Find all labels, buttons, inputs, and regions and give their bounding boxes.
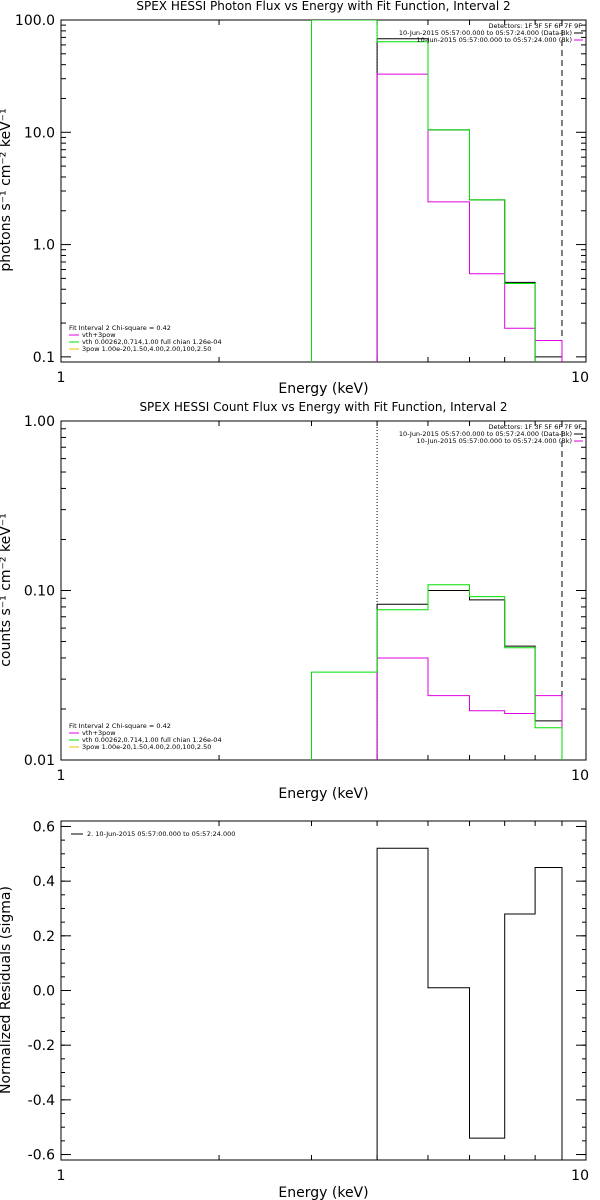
histogram-series-1: [376, 38, 563, 362]
plot-frame: [60, 820, 587, 1161]
chart-title: SPEX HESSI Photon Flux vs Energy with Fi…: [136, 0, 510, 13]
x-tick-label: 1: [57, 370, 66, 386]
data-layer: [376, 847, 563, 1160]
legend-bottom-text: vth 0.00262,0.714,1.00 full chian 1.26e-…: [82, 338, 222, 346]
y-axis-label: Normalized Residuals (sigma): [0, 886, 14, 1094]
legend-bottom-text: Fit Interval 2 Chi-square = 0.42: [69, 324, 171, 332]
legend-top-text: 10-Jun-2015 05:57:00.000 to 05:57:24.000…: [399, 29, 572, 37]
data-layer: [311, 421, 563, 760]
y-tick-label: 0.10: [24, 584, 55, 600]
histogram-series-3: [311, 20, 536, 362]
histogram-series-2: [376, 657, 563, 760]
legend-top-text: 10-Jun-2015 05:57:00.000 to 05:57:24.000…: [417, 36, 572, 44]
x-axis-label: Energy (keV): [278, 1185, 368, 1200]
histogram-series-3: [311, 584, 563, 760]
x-tick-label: 10: [571, 768, 589, 784]
legend-bottom-text: Fit Interval 2 Chi-square = 0.42: [69, 722, 171, 730]
y-axis-label: counts s⁻¹ cm⁻² keV⁻¹: [0, 513, 14, 667]
data-layer: [311, 20, 563, 362]
y-tick-label: 0.0: [33, 984, 55, 1000]
y-tick-label: 0.01: [24, 753, 55, 769]
legend-bottom-text: 3pow 1.00e-20,1.50,4.00,2.00,100,2.50: [82, 743, 211, 751]
chart-panel-3: 1 10 Energy (keV) -0.6 -0.4 -0.2 0.0 0.2 0.4 0.6 N…: [0, 819, 589, 1200]
x-tick-label: 10: [571, 1168, 589, 1184]
x-tick-label: 1: [57, 1168, 66, 1184]
legend-top-text: 2. 10-Jun-2015 05:57:00.000 to 05:57:24.…: [87, 830, 235, 838]
plot-frame: [60, 420, 587, 761]
legend-bottom-text: vth+3pow: [82, 331, 116, 339]
chart-panel-2: SPEX HESSI Count Flux vs Energy with Fit…: [0, 400, 589, 802]
y-tick-label: 1.00: [24, 414, 55, 430]
histogram-series-2: [376, 73, 563, 362]
y-tick-label: -0.4: [28, 1093, 55, 1109]
y-tick-label: 0.4: [33, 874, 55, 890]
chart-panel-1: SPEX HESSI Photon Flux vs Energy with Fi…: [0, 0, 589, 397]
x-axis-label: Energy (keV): [278, 786, 368, 802]
y-tick-label: -0.6: [28, 1148, 55, 1164]
chart-title: SPEX HESSI Count Flux vs Energy with Fit…: [139, 400, 507, 414]
legend-top-text: Detectors: 1F 3F 5F 6F 7F 9F: [488, 423, 582, 431]
histogram-series-1: [376, 847, 563, 1160]
x-tick-label: 10: [571, 370, 589, 386]
legend-bottom-text: vth 0.00262,0.714,1.00 full chian 1.26e-…: [82, 736, 222, 744]
y-tick-label: 100.0: [15, 13, 55, 29]
legend-top-text: 10-Jun-2015 05:57:00.000 to 05:57:24.000…: [417, 437, 572, 445]
y-tick-label: 0.1: [33, 350, 55, 366]
histogram-series-1: [376, 590, 563, 760]
plot-frame: [60, 19, 587, 363]
legend-top-text: 10-Jun-2015 05:57:00.000 to 05:57:24.000…: [399, 430, 572, 438]
y-tick-label: 1.0: [33, 238, 55, 254]
y-axis-label: photons s⁻¹ cm⁻² keV⁻¹: [0, 108, 14, 271]
y-tick-label: 0.6: [33, 819, 55, 835]
legend-bottom-text: 3pow 1.00e-20,1.50,4.00,2.00,100,2.50: [82, 345, 211, 353]
y-tick-label: 10.0: [24, 125, 55, 141]
y-tick-label: -0.2: [28, 1038, 55, 1054]
legend-bottom-text: vth+3pow: [82, 729, 116, 737]
legend-top-text: Detectors: 1F 3F 5F 6F 7F 9F: [488, 22, 582, 30]
x-tick-label: 1: [57, 768, 66, 784]
y-tick-label: 0.2: [33, 929, 55, 945]
x-axis-label: Energy (keV): [278, 381, 368, 397]
